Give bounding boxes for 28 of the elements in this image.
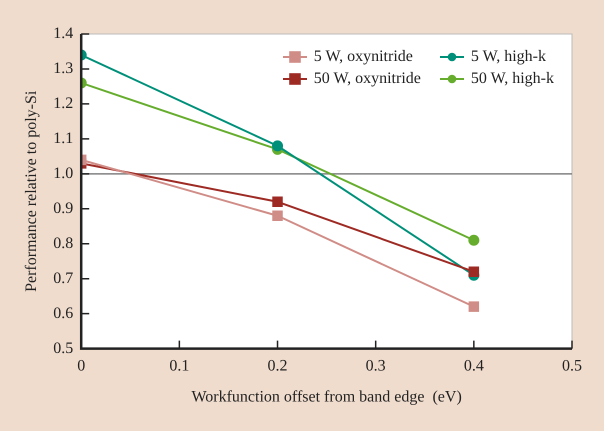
y-tick-label: 1.2: [53, 95, 74, 112]
y-tick-label: 1.4: [53, 25, 74, 42]
y-tick-label: 1.3: [53, 60, 74, 78]
y-tick-label: 0.9: [53, 200, 74, 217]
y-tick-label: 0.5: [53, 340, 74, 357]
point: [468, 234, 480, 246]
x-tick-label: 0.4: [464, 357, 484, 374]
x-tick-label: 0.1: [169, 357, 190, 374]
x-tick-label: 0.5: [562, 357, 582, 374]
point: [272, 140, 284, 152]
y-tick-label: 0.6: [53, 304, 74, 322]
y-tick-label: 1.0: [53, 165, 74, 182]
y-tick-label: 1.1: [53, 130, 74, 148]
point: [468, 266, 480, 277]
y-tick-label: 0.8: [53, 234, 74, 252]
legend-label: 50 W, oxynitride: [314, 70, 421, 88]
point: [272, 196, 283, 208]
legend-label: 50 W, high-k: [470, 70, 554, 88]
point: [272, 210, 283, 222]
x-tick-label: 0.2: [268, 357, 288, 374]
y-tick-label: 0.7: [53, 270, 74, 287]
y-axis-title: Performance relative to poly-Si: [22, 90, 40, 292]
legend-label: 5 W, oxynitride: [314, 48, 413, 66]
x-tick-label: 0.3: [366, 357, 386, 374]
legend-label: 5 W, high-k: [470, 48, 546, 66]
x-tick-label: 0: [77, 357, 86, 374]
x-axis-title: Workfunction offset from band edge (eV): [191, 388, 462, 406]
point: [468, 301, 480, 312]
